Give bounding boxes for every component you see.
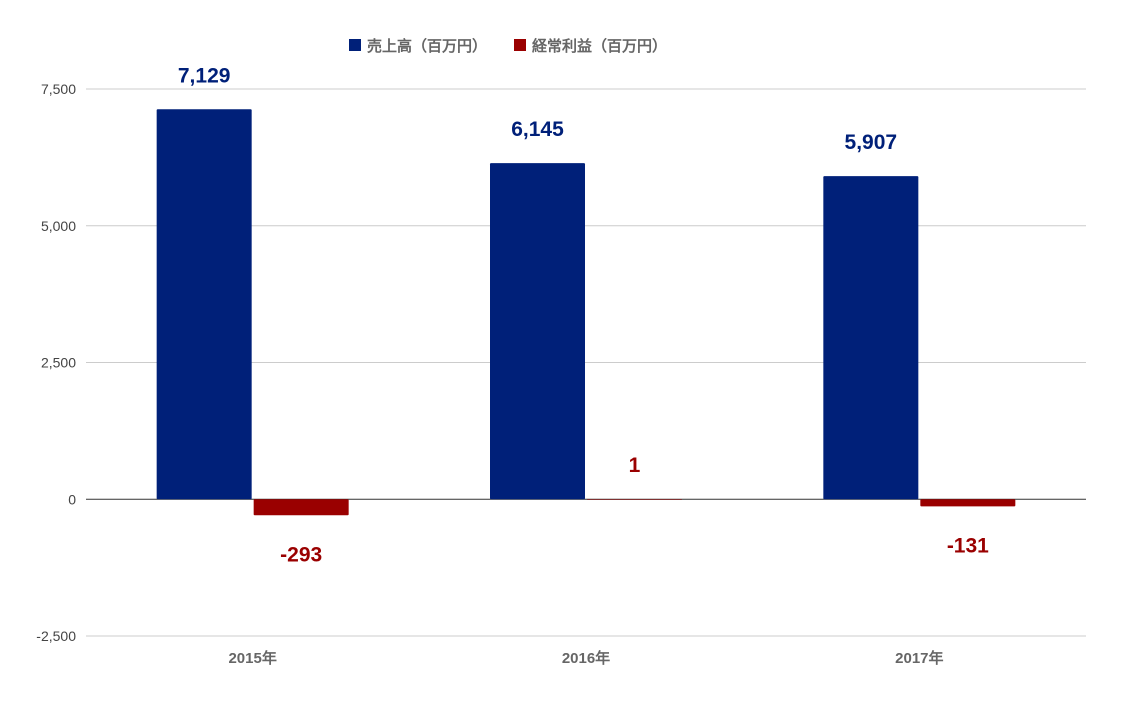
legend-label-sales: 売上高（百万円） <box>367 37 487 55</box>
x-tick-label: 2016年 <box>562 649 610 667</box>
data-labels: 7,129 -293 6,145 1 5,907 -131 <box>178 64 989 566</box>
bars <box>156 109 1016 516</box>
data-label-sales: 5,907 <box>845 131 898 154</box>
bar-sales <box>156 109 252 500</box>
y-tick-label: 5,000 <box>41 218 76 234</box>
y-tick-label: 2,500 <box>41 355 76 371</box>
data-label-ordinary-profit: -131 <box>947 534 989 557</box>
gridlines <box>86 88 1086 637</box>
legend-swatch-sales <box>349 39 361 51</box>
x-tick-label: 2017年 <box>895 649 943 667</box>
bar-sales <box>490 163 585 500</box>
bar-ordinary-profit <box>920 499 1016 507</box>
y-axis-tick-labels: -2,500 0 2,500 5,000 7,500 <box>36 81 76 644</box>
data-label-sales: 6,145 <box>511 118 564 141</box>
y-tick-label: 7,500 <box>41 81 76 97</box>
data-label-ordinary-profit: -293 <box>280 543 322 566</box>
bar-ordinary-profit <box>587 499 682 500</box>
legend: 売上高（百万円） 経常利益（百万円） <box>349 37 667 55</box>
y-tick-label: -2,500 <box>36 628 76 644</box>
y-tick-label: 0 <box>68 491 76 507</box>
bar-sales <box>823 176 919 500</box>
legend-label-ordinary-profit: 経常利益（百万円） <box>532 37 667 55</box>
x-tick-label: 2015年 <box>228 649 276 667</box>
x-axis-tick-labels: 2015年 2016年 2017年 <box>228 649 943 667</box>
data-label-ordinary-profit: 1 <box>629 454 641 477</box>
legend-swatch-ordinary-profit <box>514 39 526 51</box>
bar-ordinary-profit <box>253 499 349 516</box>
data-label-sales: 7,129 <box>178 64 231 87</box>
